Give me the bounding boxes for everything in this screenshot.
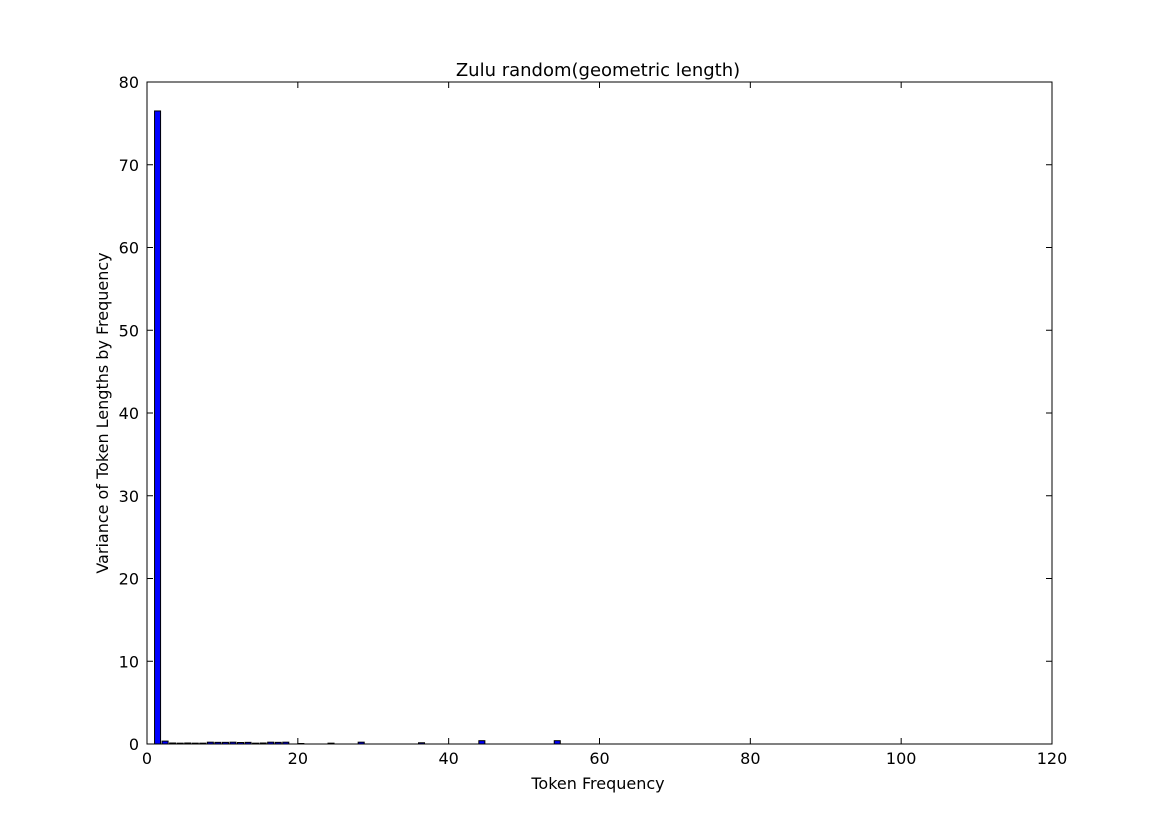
plot-frame xyxy=(146,81,1053,745)
y-tick-label: 40 xyxy=(119,404,139,423)
x-tick-label: 100 xyxy=(886,749,917,768)
x-axis-label: Token Frequency xyxy=(530,774,664,793)
y-tick-label: 70 xyxy=(119,156,139,175)
x-tick-label: 60 xyxy=(589,749,609,768)
x-tick-label: 40 xyxy=(438,749,458,768)
x-tick-label: 80 xyxy=(740,749,760,768)
y-tick-label: 50 xyxy=(119,321,139,340)
y-tick-label: 80 xyxy=(119,73,139,92)
y-tick-label: 30 xyxy=(119,487,139,506)
y-tick-label: 20 xyxy=(119,570,139,589)
x-tick-label: 20 xyxy=(288,749,308,768)
bar xyxy=(154,110,162,745)
x-tick-label: 0 xyxy=(142,749,152,768)
chart-title: Zulu random(geometric length) xyxy=(456,60,740,81)
axis-ticks: 0 20 40 60 80 100 120 0 10 20 30 40 50 60 70 80 xyxy=(119,73,1068,768)
y-axis-label: Variance of Token Lengths by Frequency xyxy=(93,252,112,573)
y-tick-label: 60 xyxy=(119,239,139,258)
x-tick-label: 120 xyxy=(1037,749,1068,768)
y-tick-label: 0 xyxy=(129,735,139,754)
y-tick-label: 10 xyxy=(119,652,139,671)
